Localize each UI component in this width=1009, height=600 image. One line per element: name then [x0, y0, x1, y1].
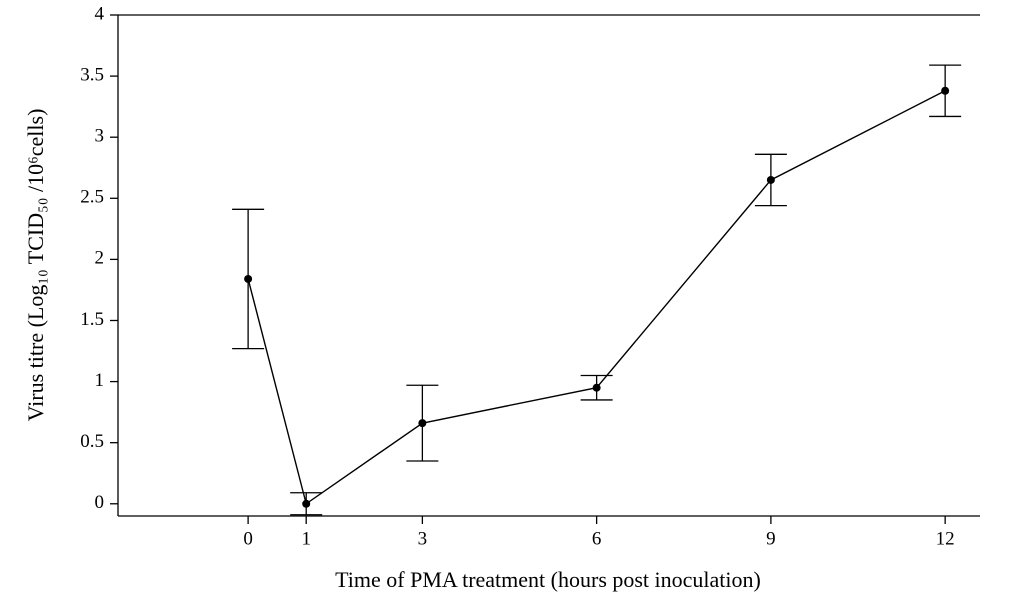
- data-point: [766, 175, 775, 184]
- x-tick-label: 0: [243, 528, 253, 549]
- y-tick-label: 1: [95, 370, 105, 391]
- x-tick-label: 12: [936, 528, 955, 549]
- x-tick-label: 6: [592, 528, 602, 549]
- y-tick-label: 4: [95, 3, 105, 24]
- x-tick-label: 3: [418, 528, 428, 549]
- y-axis-label: Virus titre (Log₁₀ TCID₅₀ /10⁶cells): [23, 109, 48, 422]
- data-point: [592, 383, 601, 392]
- y-tick-label: 0: [95, 492, 105, 513]
- y-tick-label: 3: [95, 126, 105, 147]
- data-line: [247, 90, 946, 505]
- data-point: [302, 499, 311, 508]
- y-tick-label: 0.5: [80, 431, 104, 452]
- data-point: [941, 86, 950, 95]
- x-axis-label: Time of PMA treatment (hours post inocul…: [335, 567, 761, 592]
- x-tick-label: 1: [301, 528, 311, 549]
- y-tick-label: 1.5: [80, 309, 104, 330]
- data-point: [418, 419, 427, 428]
- x-tick-label: 9: [766, 528, 776, 549]
- y-tick-label: 2.5: [80, 187, 104, 208]
- y-tick-label: 2: [95, 248, 105, 269]
- y-tick-label: 3.5: [80, 64, 104, 85]
- data-point: [244, 274, 253, 283]
